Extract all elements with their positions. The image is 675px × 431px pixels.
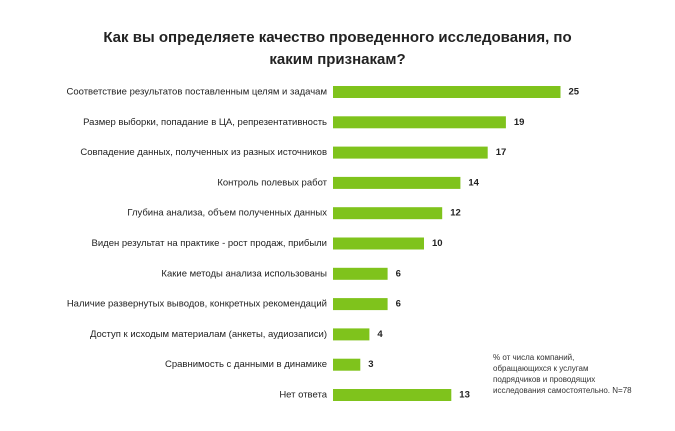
category-label: Наличие развернутых выводов, конкретных …	[67, 299, 327, 310]
category-label: Размер выборки, попадание в ЦА, репрезен…	[83, 117, 327, 128]
bar	[333, 146, 488, 159]
value-label: 19	[514, 117, 525, 128]
bar	[333, 237, 424, 250]
value-label: 10	[432, 238, 443, 249]
value-label: 4	[377, 329, 383, 340]
bar	[333, 207, 443, 220]
category-label: Нет ответа	[279, 390, 327, 401]
bar	[333, 389, 452, 401]
category-label: Виден результат на практике - рост прода…	[92, 238, 327, 249]
bar	[333, 358, 361, 371]
value-label: 6	[396, 268, 401, 279]
category-label: Соответствие результатов поставленным це…	[66, 87, 327, 98]
value-label: 25	[569, 87, 580, 98]
bar	[333, 86, 561, 98]
category-label: Доступ к исходым материалам (анкеты, ауд…	[90, 329, 327, 340]
category-label: Какие методы анализа использованы	[161, 268, 327, 279]
value-label: 14	[468, 177, 479, 188]
category-label: Контроль полевых работ	[217, 177, 327, 188]
value-label: 12	[450, 208, 461, 219]
value-label: 6	[396, 299, 401, 310]
bar	[333, 328, 370, 341]
note: % от числа компаний, обращающихся к услу…	[493, 353, 632, 395]
category-label: Глубина анализа, объем полученных данных	[127, 208, 327, 219]
bar	[333, 176, 461, 189]
value-label: 13	[459, 390, 470, 401]
category-label: Сравнимость с данными в динамике	[165, 359, 327, 370]
value-label: 3	[368, 359, 373, 370]
chart-title: Как вы определяете качество проведенного…	[103, 29, 572, 68]
category-label: Совпадение данных, полученных из разных …	[80, 147, 327, 158]
value-label: 17	[496, 147, 507, 158]
bar	[333, 267, 388, 280]
bar	[333, 298, 388, 311]
bar	[333, 116, 506, 129]
